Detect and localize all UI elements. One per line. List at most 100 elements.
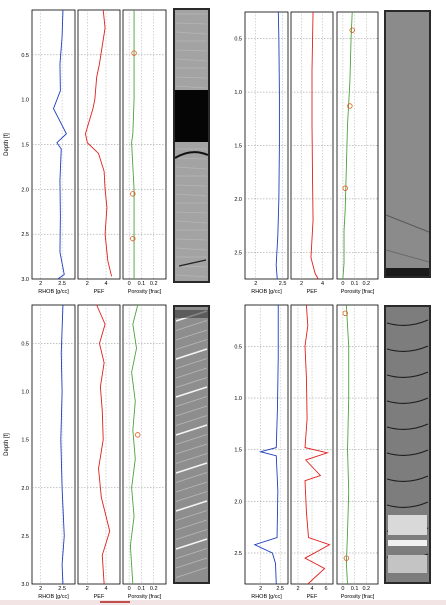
x-axis-label-porosity: Porosity [frac] xyxy=(341,289,375,295)
x-tick-label: 6 xyxy=(324,586,327,592)
ct-lamination xyxy=(385,214,430,233)
sample-point xyxy=(342,310,348,316)
x-tick-label: 2 xyxy=(39,281,42,287)
y-tick-label: 1.0 xyxy=(21,390,29,396)
series-line-rhob xyxy=(60,304,65,585)
ct-lamination xyxy=(175,76,208,79)
x-tick-label: 0.2 xyxy=(362,281,370,287)
x-axis-label-pef: PEF xyxy=(307,289,318,295)
track-pef: 2 4 PEF xyxy=(77,9,121,295)
core-log-panel-top-left: Depth [f] 0.5 1.0 1.5 2.0 2.5 3.0 2 2.5 RHOB [g/c… xyxy=(4,8,210,295)
series-line-pef xyxy=(304,304,331,585)
ct-lamination xyxy=(175,339,208,350)
x-tick-label: 0.1 xyxy=(138,281,146,287)
x-tick-label: 0 xyxy=(128,586,131,592)
sample-point xyxy=(135,432,141,438)
ct-void xyxy=(175,90,208,142)
y-tick-label: 2.5 xyxy=(234,250,242,256)
track-rhob: 2 2.5 RHOB [g/cc] xyxy=(31,9,76,295)
ct-core xyxy=(175,10,208,281)
y-axis-label: Depth [f] xyxy=(4,433,10,456)
ct-lamination xyxy=(175,500,208,512)
x-axis-label-rhob: RHOB [g/cc] xyxy=(38,594,69,600)
ct-lamination xyxy=(175,557,208,569)
x-axis-label-pef: PEF xyxy=(307,594,318,600)
y-tick-label: 0.5 xyxy=(234,344,242,350)
x-tick-label: 2.5 xyxy=(276,586,284,592)
x-tick-label: 0.2 xyxy=(362,586,370,592)
ct-lamination xyxy=(175,491,208,502)
y-tick-label: 1.5 xyxy=(21,438,29,444)
series-line-porosity xyxy=(131,10,135,279)
x-tick-label: 2.5 xyxy=(279,281,287,287)
core-ct-scan-image xyxy=(173,8,210,283)
x-axis-label-porosity: Porosity [frac] xyxy=(128,289,162,295)
y-tick-label: 3.0 xyxy=(21,582,29,588)
series-line-porosity xyxy=(129,304,139,585)
ct-lamination xyxy=(175,396,208,407)
x-tick-label: 2 xyxy=(86,586,89,592)
ct-lamination xyxy=(175,193,208,197)
ct-lamination xyxy=(175,247,208,251)
sample-point xyxy=(349,27,355,33)
ct-fracture xyxy=(386,449,429,456)
x-tick-label: 2 xyxy=(259,586,262,592)
ct-fracture xyxy=(174,151,209,159)
ct-fracture xyxy=(386,475,429,482)
x-tick-label: 2.5 xyxy=(58,586,66,592)
ct-lamination xyxy=(175,184,208,187)
ct-fracture xyxy=(386,423,429,430)
core-log-panel-bottom-right: 0.5 1.0 1.5 2.0 2.5 2 2.5 RHOB [g/cc] 2 4 6 PEF 0 0.1… xyxy=(234,304,431,600)
ct-lamination xyxy=(175,548,208,559)
y-axis-label: Depth [f] xyxy=(4,133,10,156)
track-rhob: 2 2.5 RHOB [g/cc] xyxy=(244,304,289,600)
x-axis-label-rhob: RHOB [g/cc] xyxy=(38,289,69,295)
y-tick-label: 1.0 xyxy=(234,90,242,96)
y-tick-label: 0.5 xyxy=(21,341,29,347)
ct-lamination xyxy=(175,567,208,578)
ct-fracture xyxy=(386,501,429,508)
series-line-rhob xyxy=(53,9,67,280)
bottom-rule-accent xyxy=(100,601,130,603)
ct-bright-band xyxy=(388,540,427,546)
track-frame xyxy=(77,304,121,585)
ct-lamination xyxy=(175,22,208,25)
ct-void xyxy=(386,268,429,276)
x-tick-label: 2 xyxy=(86,281,89,287)
track-rhob: 2 2.5 RHOB [g/cc] xyxy=(244,11,289,295)
ct-fracture xyxy=(386,319,429,326)
y-tick-label: 1.5 xyxy=(234,448,242,454)
x-tick-label: 0 xyxy=(128,281,131,287)
x-tick-label: 2 xyxy=(254,281,257,287)
ct-fracture xyxy=(386,371,429,378)
ct-lamination xyxy=(175,49,208,52)
sample-point xyxy=(130,191,136,197)
y-tick-label: 2.0 xyxy=(234,499,242,505)
series-line-rhob xyxy=(275,11,280,280)
y-tick-label: 1.0 xyxy=(21,98,29,104)
series-line-pef xyxy=(310,11,319,280)
series-line-pef xyxy=(85,9,113,277)
series-line-rhob xyxy=(253,305,279,585)
ct-lamination xyxy=(175,238,208,241)
x-tick-label: 0.1 xyxy=(351,586,359,592)
ct-lamination xyxy=(175,415,208,426)
ct-core xyxy=(386,12,429,276)
x-tick-label: 0 xyxy=(341,586,344,592)
ct-lamination xyxy=(175,157,208,160)
x-tick-label: 0.2 xyxy=(150,586,158,592)
x-tick-label: 2.5 xyxy=(58,281,66,287)
ct-lamination xyxy=(175,58,208,62)
series-line-porosity xyxy=(345,304,350,585)
track-frame xyxy=(244,304,289,585)
y-tick-label: 3.0 xyxy=(21,277,29,283)
ct-lamination xyxy=(175,453,208,464)
ct-lamination xyxy=(175,481,208,493)
ct-lamination xyxy=(175,510,208,521)
x-tick-label: 4 xyxy=(310,586,313,592)
ct-lamination xyxy=(175,472,208,483)
ct-lamination xyxy=(175,31,208,35)
